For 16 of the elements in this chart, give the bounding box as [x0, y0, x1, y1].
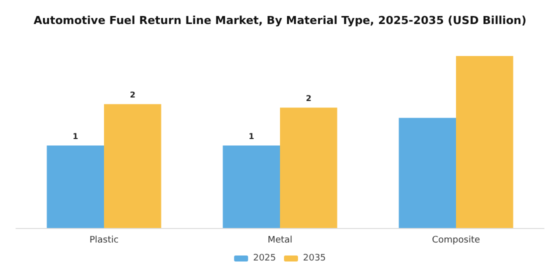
bar — [280, 108, 338, 228]
data-label: 1 — [72, 132, 79, 141]
bar — [456, 56, 514, 228]
data-label: 1 — [248, 132, 255, 141]
bar — [398, 118, 456, 228]
x-tick-label: Metal — [268, 236, 292, 246]
bar — [104, 104, 162, 228]
data-label: 2 — [130, 90, 136, 100]
x-tick-label: Plastic — [89, 236, 119, 246]
bar — [222, 145, 280, 228]
x-tick-label: Composite — [432, 236, 480, 246]
chart-title: Automotive Fuel Return Line Market, By Material Type, 2025-2035 (USD Billion) — [34, 14, 526, 27]
bar — [46, 145, 104, 228]
data-label: 2 — [306, 94, 312, 104]
legend-label: 2025 — [253, 254, 276, 264]
legend-label: 2035 — [303, 254, 326, 264]
